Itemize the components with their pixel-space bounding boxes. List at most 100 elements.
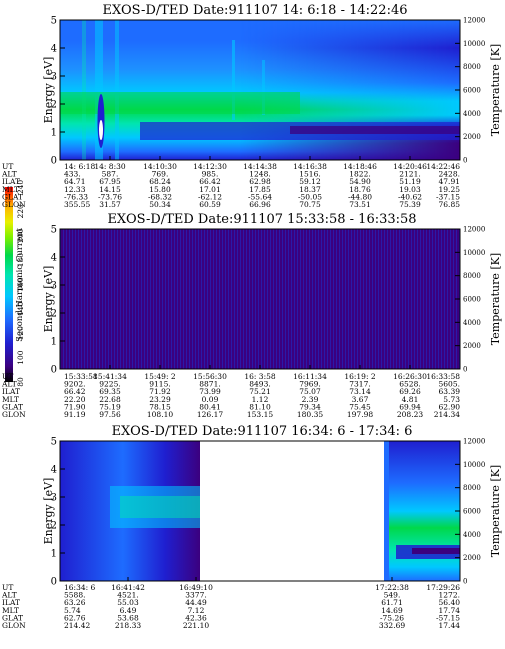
table-cell: 81.10	[249, 402, 271, 411]
y2-tick-label: 10000	[463, 249, 485, 257]
panel-1: EXOS-D/TED Date:911107 14: 6:18 - 14:22:…	[1, 3, 502, 209]
panel-1-title: EXOS-D/TED Date:911107 14: 6:18 - 14:22:…	[103, 3, 408, 18]
table-cell: 71.90	[64, 402, 86, 411]
y2-tick-label: 0	[463, 366, 467, 374]
y-tick-label: 3	[51, 493, 57, 504]
y-tick-label: 5	[51, 225, 57, 236]
y2-tick-label: 12000	[463, 226, 485, 234]
table-cell: 4521.	[117, 591, 138, 600]
table-row-label: GLON	[2, 410, 26, 419]
table-cell: 9225.	[99, 380, 120, 389]
table-cell: 17:29:26	[426, 583, 460, 592]
y-tick-label: 2	[51, 521, 57, 532]
table-cell: 14: 6:18	[64, 162, 96, 171]
table-cell: 71.92	[149, 387, 171, 396]
y2-tick-label: 6000	[463, 296, 481, 304]
table-cell: 44.49	[185, 598, 207, 607]
table-cell: 16:26:30	[393, 372, 427, 381]
table-cell: -44.80	[348, 192, 372, 201]
table-cell: 218.33	[115, 621, 141, 630]
y2-tick-label: 12000	[463, 438, 485, 446]
table-cell: 769.	[152, 170, 169, 179]
panel-2-plot	[59, 228, 461, 370]
table-cell: 14: 8:30	[94, 162, 126, 171]
table-cell: 17:22:38	[375, 583, 409, 592]
table-row-label: GLAT	[2, 613, 23, 622]
table-cell: 60.59	[199, 200, 221, 209]
table-cell: 4.81	[402, 395, 419, 404]
table-cell: 75.45	[349, 402, 371, 411]
table-cell: 17.01	[199, 185, 220, 194]
y2-tick-label: 8000	[463, 272, 481, 280]
table-cell: 3.67	[352, 395, 369, 404]
table-cell: 214.34	[434, 410, 460, 419]
table-cell: 5605.	[439, 380, 460, 389]
panel-1-axes: 0 1 2 3 4 5 0 2000 4000 6000 8000 10000 12000	[51, 16, 486, 167]
panel-1-ylabel: Energy [eV]	[42, 57, 55, 124]
table-cell: 78.15	[149, 402, 171, 411]
table-cell: 197.98	[347, 410, 373, 419]
table-cell: 63.39	[439, 387, 461, 396]
table-cell: 59.12	[299, 177, 321, 186]
table-cell: 16:49:10	[179, 583, 213, 592]
table-cell: 16:33:58	[426, 372, 460, 381]
table-cell: 69.35	[99, 387, 121, 396]
colorbar-tick-label: 220	[16, 204, 25, 219]
table-cell: 2121.	[399, 170, 420, 179]
table-cell: 76.85	[439, 200, 461, 209]
table-cell: 8493.	[249, 380, 270, 389]
table-cell: 7317.	[349, 380, 370, 389]
y-tick-label: 5	[51, 16, 57, 27]
table-row-label: GLAT	[2, 402, 23, 411]
table-cell: 66.96	[249, 200, 271, 209]
table-cell: 332.69	[379, 621, 405, 630]
y-tick-label: 1	[51, 337, 57, 348]
table-row-label: ILAT	[2, 177, 20, 186]
table-cell: 53.68	[117, 613, 139, 622]
table-cell: 22.20	[64, 395, 86, 404]
table-cell: 16:41:42	[111, 583, 145, 592]
table-cell: 208.23	[397, 410, 423, 419]
table-cell: 19.25	[439, 185, 461, 194]
panel-2-table: UTALTILATMLTGLATGLON15:33:589202.66.4222…	[1, 365, 461, 419]
table-row-label: MLT	[2, 606, 19, 615]
table-cell: 66.42	[64, 387, 86, 396]
table-cell: 54.90	[349, 177, 371, 186]
colorbar-tick-label: 80	[16, 377, 25, 387]
panel-1-y2label: Temperature [K]	[489, 44, 502, 136]
y2-tick-label: 4000	[463, 531, 481, 539]
y2-tick-label: 0	[463, 157, 467, 165]
y2-tick-label: 2000	[463, 342, 481, 350]
table-cell: 67.95	[99, 177, 121, 186]
table-cell: 15:41:34	[93, 372, 127, 381]
table-cell: 31.57	[99, 200, 121, 209]
y-tick-label: 0	[51, 365, 57, 376]
table-cell: 5588.	[64, 591, 85, 600]
table-cell: 16:11:34	[293, 372, 327, 381]
table-cell: 15:56:30	[193, 372, 227, 381]
panel-1-upper-streak-2	[82, 20, 86, 160]
table-cell: 61.71	[381, 598, 402, 607]
table-cell: 587.	[102, 170, 119, 179]
y2-tick-label: 8000	[463, 484, 481, 492]
table-cell: -37.15	[436, 192, 460, 201]
table-cell: 75.39	[399, 200, 421, 209]
table-cell: -57.15	[436, 613, 460, 622]
table-cell: 16:19: 2	[344, 372, 376, 381]
panel-1-upper-streak-4	[232, 40, 235, 120]
table-cell: 42.36	[185, 613, 207, 622]
panel-3-y2label: Temperature [K]	[489, 465, 502, 557]
table-row-label: UT	[2, 372, 13, 381]
colorbar-ticks: 240 220 200 180 160 140 120 100 80	[16, 180, 25, 387]
y-tick-label: 1	[51, 128, 57, 139]
panel-3: EXOS-D/TED Date:911107 16:34: 6 - 17:34:…	[1, 424, 502, 630]
panel-3-right-edge	[384, 441, 389, 581]
table-cell: 15:49: 2	[144, 372, 176, 381]
y2-tick-label: 6000	[463, 508, 481, 516]
table-row-label: UT	[2, 583, 13, 592]
table-cell: 15.80	[149, 185, 171, 194]
table-row-label: MLT	[2, 395, 19, 404]
table-cell: 6528.	[399, 380, 420, 389]
